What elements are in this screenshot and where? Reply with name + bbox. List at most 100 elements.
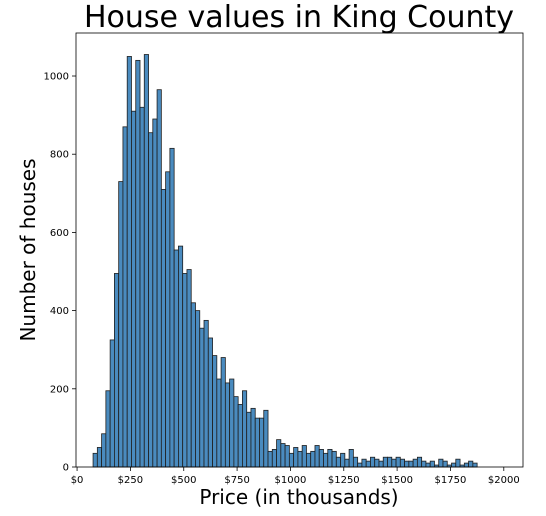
histogram-bar — [156, 89, 162, 468]
histogram-bar — [288, 452, 295, 468]
histogram-bar — [212, 355, 218, 468]
histogram-bar — [203, 319, 209, 468]
histogram-bar — [199, 327, 205, 468]
histogram-bar — [404, 460, 410, 468]
histogram-bar — [468, 460, 474, 468]
histogram-bar — [195, 310, 201, 468]
histogram-bar — [412, 458, 418, 468]
histogram-bar — [259, 417, 265, 468]
x-tick-label: $500 — [171, 475, 196, 486]
histogram-bar — [374, 458, 380, 468]
histogram-bar — [399, 458, 405, 468]
histogram-bar — [442, 460, 448, 468]
histogram-bar — [220, 357, 226, 468]
plot-frame — [75, 32, 524, 468]
histogram-bar — [254, 417, 260, 468]
histogram-bar — [186, 269, 192, 468]
histogram-bar — [310, 450, 316, 468]
histogram-bar — [182, 273, 188, 468]
histogram-bar — [118, 181, 124, 468]
histogram-bar — [370, 456, 376, 468]
histogram-bar — [340, 452, 346, 468]
y-axis-ticks: 0 200 400 600 800 1000 — [44, 72, 76, 474]
y-tick-label: 400 — [50, 306, 69, 317]
x-tick-label: $1000 — [275, 475, 307, 486]
histogram-bar — [160, 188, 167, 468]
y-tick-label: 1000 — [44, 72, 69, 83]
histogram-bar — [344, 458, 350, 468]
y-axis-label: Number of houses — [16, 158, 40, 341]
histogram-bar — [169, 147, 175, 468]
histogram-bar — [284, 445, 290, 468]
histogram-bar — [92, 452, 98, 468]
histogram-bar — [152, 118, 158, 468]
histogram-bar — [105, 390, 111, 468]
histogram-bar — [318, 449, 324, 468]
x-axis-ticks: $0 $250 $500 $750 $1000 $1250 $1500 $1750 $2000 — [71, 467, 520, 486]
y-tick-label: 200 — [50, 384, 69, 395]
histogram-bar — [382, 456, 388, 468]
histogram-bar — [173, 249, 179, 468]
histogram-bar — [438, 458, 444, 468]
histogram-bar — [361, 458, 367, 468]
histogram-bar — [122, 126, 128, 468]
histogram-bar — [242, 390, 248, 468]
histogram-bar — [365, 460, 371, 468]
histogram-bar — [178, 245, 184, 468]
histogram-bar — [280, 443, 286, 468]
histogram-bar — [323, 452, 329, 468]
histogram-bar — [135, 59, 141, 468]
histogram-bar — [216, 378, 222, 468]
histogram-bar — [114, 273, 120, 468]
histogram-bar — [387, 456, 393, 468]
histogram-bar — [416, 456, 423, 468]
histogram-bar — [378, 460, 384, 468]
histogram-bar — [96, 447, 103, 468]
x-tick-label: $1750 — [435, 475, 467, 486]
histogram-bar — [335, 456, 341, 468]
histogram-bar — [276, 439, 282, 468]
x-tick-label: $750 — [224, 475, 249, 486]
histogram-bar — [101, 433, 107, 468]
histogram-bar — [451, 462, 457, 468]
histogram-bar — [139, 106, 145, 468]
histogram-bar — [207, 337, 213, 468]
histogram-bar — [357, 462, 363, 468]
y-tick-label: 0 — [63, 463, 69, 474]
histogram-bar — [233, 396, 239, 468]
histogram-bar — [472, 462, 478, 468]
histogram-bar — [109, 339, 115, 468]
chart-title: House values in King County — [84, 0, 514, 35]
x-tick-label: $250 — [118, 475, 143, 486]
x-tick-label: $2000 — [488, 475, 520, 486]
histogram-bar — [190, 302, 196, 468]
histogram-bar — [126, 56, 132, 468]
histogram-bar — [237, 404, 243, 468]
histogram-bar — [391, 458, 397, 468]
histogram-bar — [314, 445, 320, 468]
y-tick-label: 800 — [50, 150, 69, 161]
histogram-bar — [463, 462, 469, 468]
x-axis-label: Price (in thousands) — [199, 485, 398, 509]
histogram-bar — [331, 450, 337, 468]
histogram-bar — [250, 407, 256, 468]
bars-group — [92, 54, 478, 468]
histogram-bar — [229, 378, 235, 468]
histogram-bar — [408, 460, 414, 468]
histogram-bar — [429, 460, 435, 468]
histogram-bar — [306, 452, 312, 468]
histogram-bar — [395, 456, 401, 468]
histogram-bar — [148, 132, 154, 468]
histogram-bar — [246, 411, 252, 468]
x-tick-label: $1250 — [328, 475, 360, 486]
histogram-bar — [143, 54, 149, 468]
histogram-bar — [421, 460, 427, 468]
histogram-bar — [297, 450, 303, 468]
histogram-bar — [425, 462, 431, 468]
x-tick-label: $1500 — [381, 475, 413, 486]
histogram-bar — [267, 450, 273, 468]
histogram-bar — [131, 110, 137, 468]
histogram-bar — [352, 456, 359, 468]
histogram-bar — [293, 447, 299, 468]
